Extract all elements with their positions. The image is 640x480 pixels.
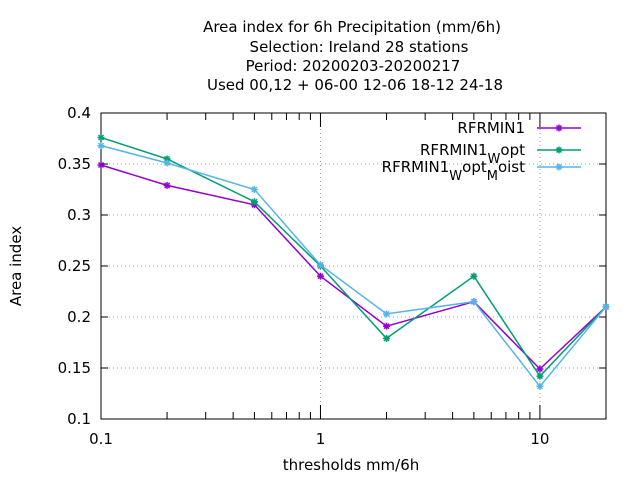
data-point [602,303,610,311]
data-point [536,365,544,373]
x-axis: 0.1 1 10 [89,113,549,448]
y-axis-label: Area index [7,226,25,306]
y-tick-label: 0.35 [58,155,91,173]
legend-label: RFRMIN1 [457,119,525,137]
data-point [250,198,258,206]
x-tick-label: 1 [316,430,326,448]
y-tick-label: 0.3 [67,206,91,224]
x-tick-label: 0.1 [89,430,113,448]
data-point [163,159,171,167]
title-line-1: Area index for 6h Precipitation (mm/6h) [203,18,501,36]
data-point [470,272,478,280]
data-point [383,334,391,342]
data-point [316,272,324,280]
y-tick-label: 0.4 [67,104,91,122]
title-line-4: Used 00,12 + 06-00 12-06 18-12 24-18 [207,76,503,94]
series-line [100,136,607,378]
legend-swatch-marker [555,124,563,132]
y-tick-label: 0.25 [58,257,91,275]
title-line-2: Selection: Ireland 28 stations [250,38,469,56]
series-line [100,164,607,371]
series-1 [97,161,610,373]
data-point [97,142,105,150]
legend-label: RFRMIN1Wopt [420,141,525,167]
y-tick-label: 0.15 [58,359,91,377]
data-point [97,133,105,141]
series-3 [97,142,610,390]
data-point [383,310,391,318]
minor-ticks [166,113,531,419]
y-tick-label: 0.1 [67,410,91,428]
data-point [536,372,544,380]
series-layer [97,133,610,390]
y-tick-label: 0.2 [67,308,91,326]
legend-swatch-marker [555,163,563,171]
data-point [97,161,105,169]
legend-item: RFRMIN1 [457,119,581,137]
data-point [536,382,544,390]
y-axis: 0.1 0.15 0.2 0.25 0.3 0.35 0.4 [58,104,606,428]
data-point [383,322,391,330]
legend-item: RFRMIN1Wopt [420,141,581,167]
legend-item: RFRMIN1WoptMoist [382,158,581,184]
x-axis-label: thresholds mm/6h [283,456,420,474]
data-point [250,186,258,193]
series-line [100,144,607,388]
series-2 [97,133,610,380]
legend-label: RFRMIN1WoptMoist [382,158,525,184]
chart-title: Area index for 6h Precipitation (mm/6h) … [203,18,503,94]
data-point [470,298,478,306]
legend-swatch-marker [555,146,563,154]
data-point [316,261,324,269]
data-point [163,181,171,189]
title-line-3: Period: 20200203-20200217 [246,57,461,75]
x-tick-label: 10 [530,430,549,448]
